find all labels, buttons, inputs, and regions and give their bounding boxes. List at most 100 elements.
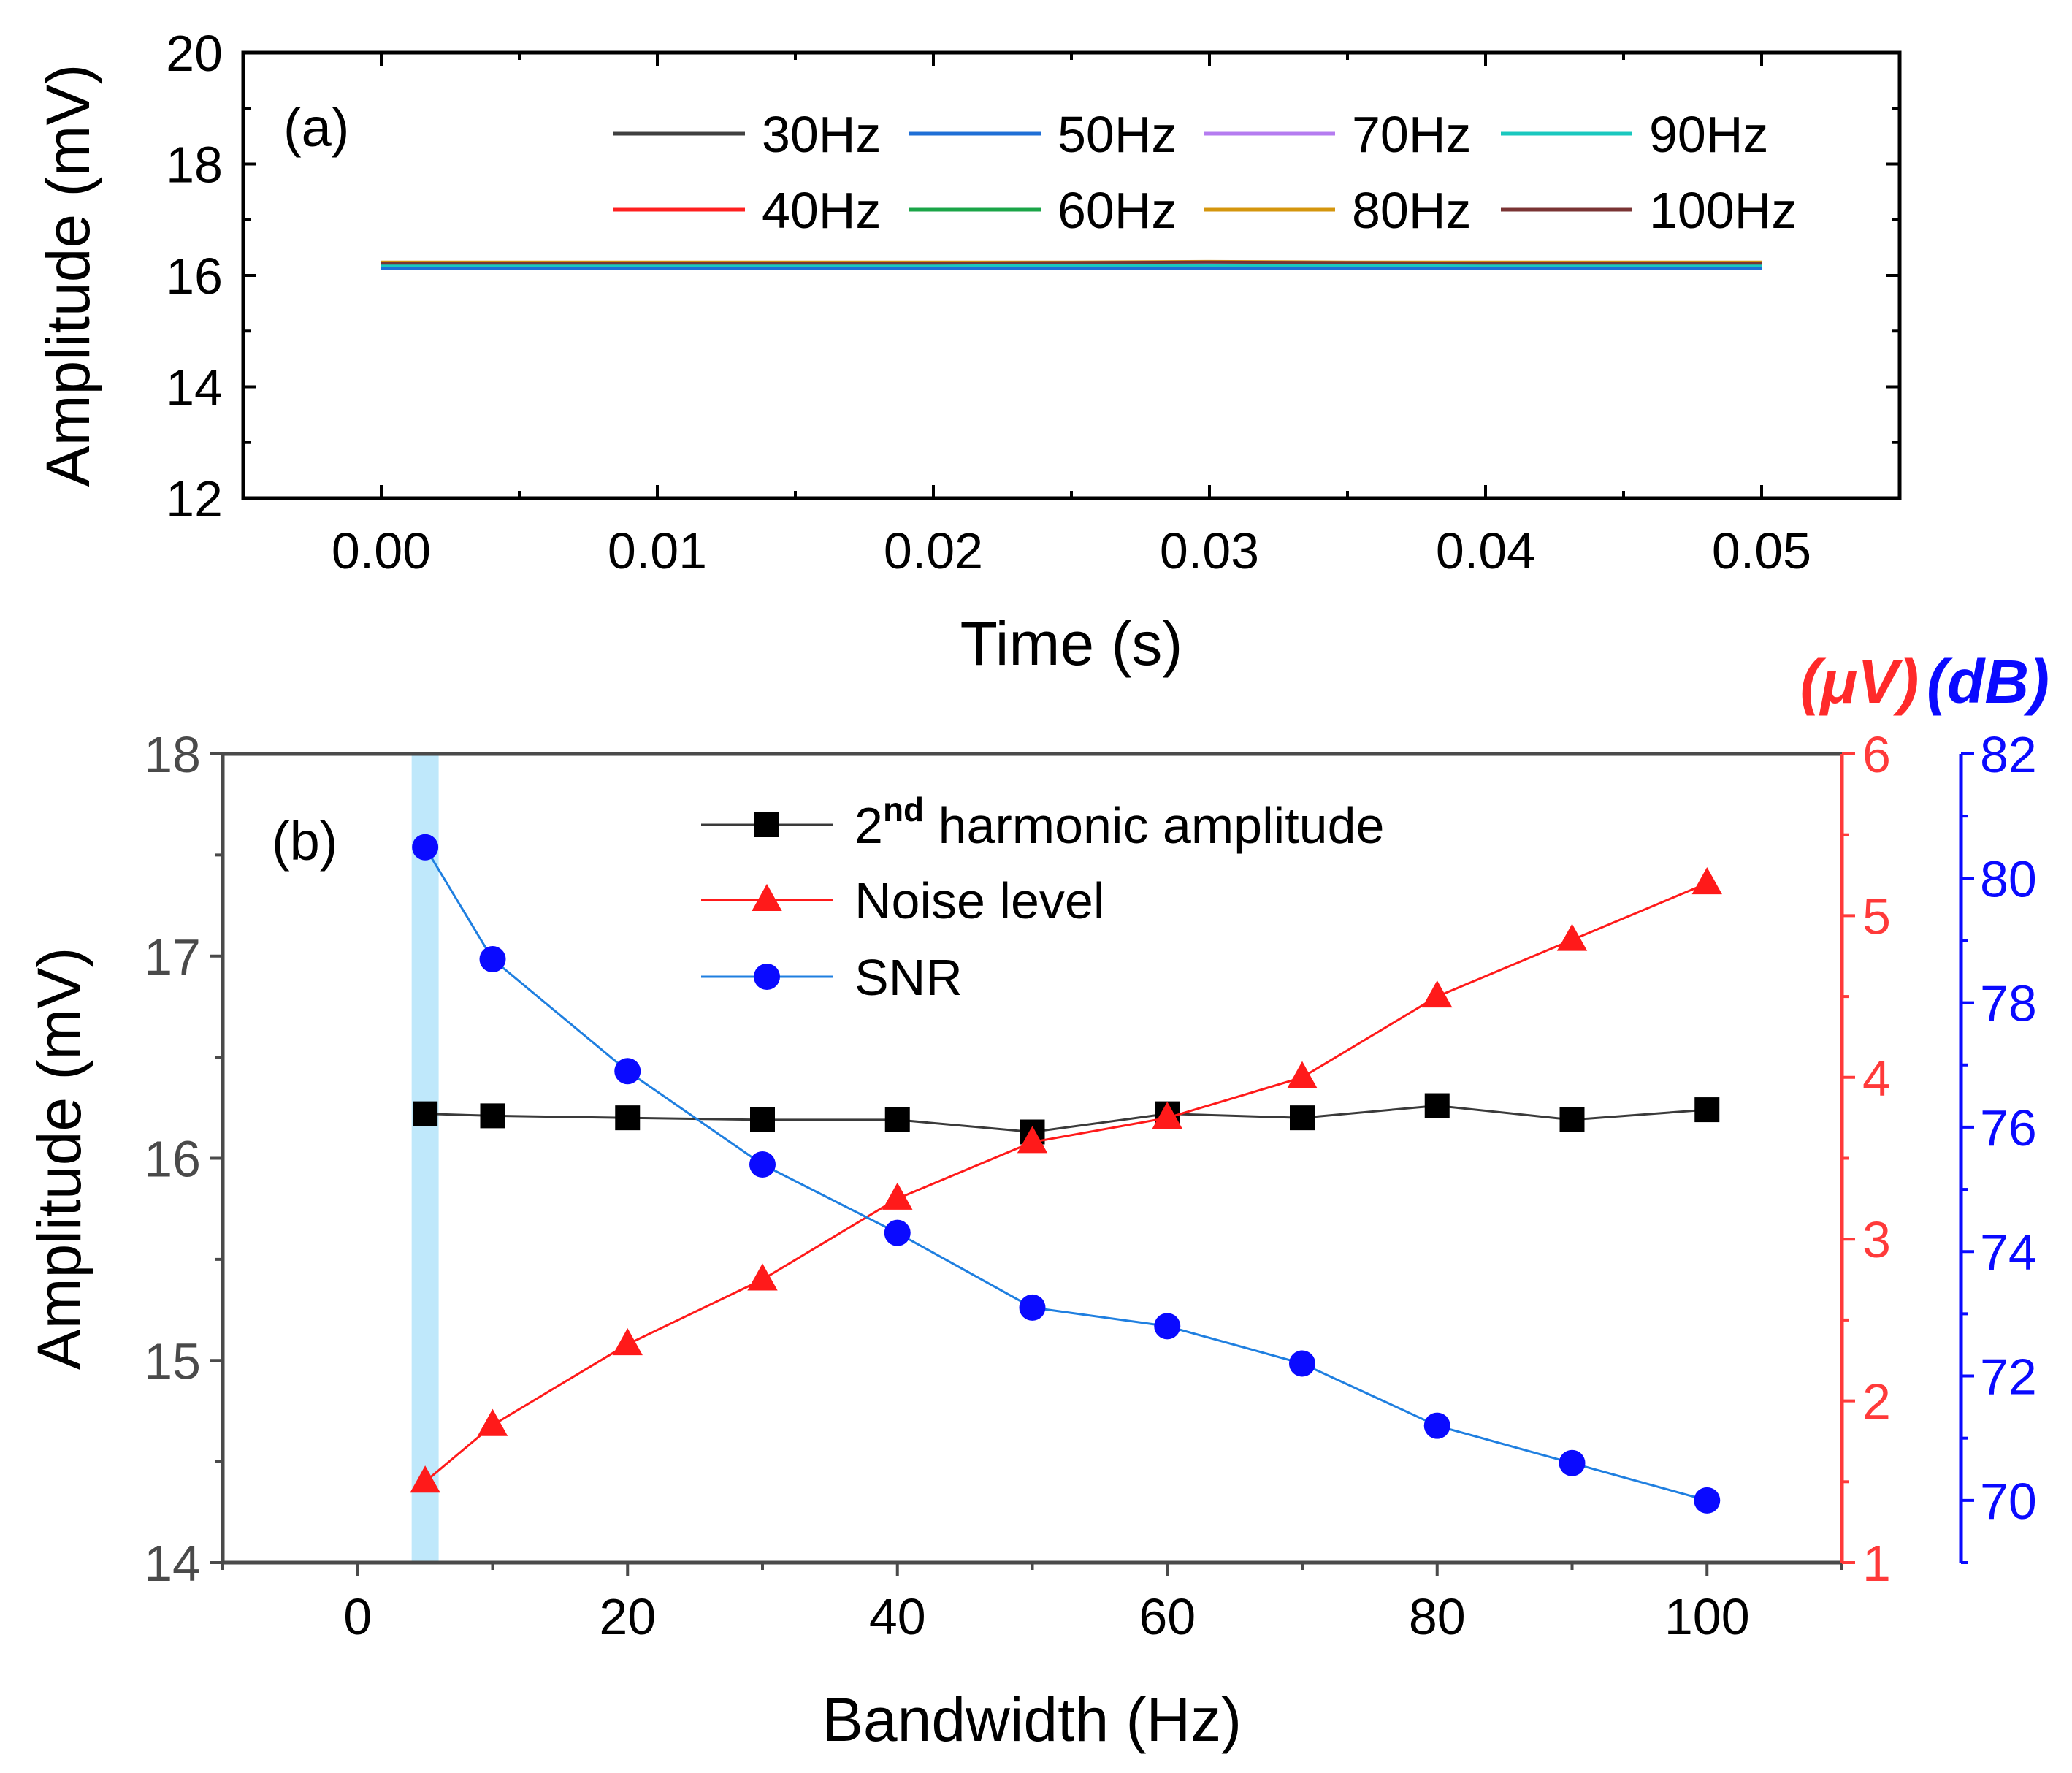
snr-axis-tick-label: 70 [1980, 1473, 2037, 1530]
snr-axis-tick-label: 82 [1980, 726, 2037, 783]
noise-axis-tick-label: 1 [1862, 1535, 1891, 1592]
data-point [884, 1107, 910, 1132]
x-tick-label: 100 [1664, 1588, 1750, 1645]
panel-b-y-axis-title: Amplitude (mV) [25, 947, 93, 1370]
x-tick-label: 40 [869, 1588, 926, 1645]
panel-a: 0.00 0.01 0.02 0.03 0.04 0.05 12 14 16 18 20 (a) 3… [34, 25, 1902, 678]
panel-a-ticks: 0.00 0.01 0.02 0.03 0.04 0.05 12 14 16 18 20 [166, 25, 1900, 579]
series-line [424, 846, 1708, 1502]
legend-label-70Hz: 70Hz [1352, 106, 1471, 163]
legend-label-80Hz: 80Hz [1352, 182, 1471, 239]
panel-b-x-axis-title: Bandwidth (Hz) [822, 1685, 1242, 1754]
legend-swatch-marker [754, 812, 779, 837]
legend-label: 2nd harmonic amplitude [855, 790, 1384, 854]
x-tick-label: 0.01 [608, 522, 707, 579]
data-point [480, 1103, 505, 1129]
data-point [1559, 1107, 1585, 1132]
data-point [1019, 1294, 1046, 1321]
data-point [747, 1263, 778, 1291]
data-point [1691, 866, 1722, 895]
data-point [614, 1058, 641, 1085]
x-tick-label: 80 [1409, 1588, 1466, 1645]
data-point [1423, 1412, 1450, 1439]
y-tick-label: 16 [166, 248, 223, 305]
noise-axis-unit: (μV) [1800, 647, 1919, 716]
x-tick-label: 20 [599, 1588, 656, 1645]
y-tick-label: 15 [144, 1332, 201, 1389]
snr-axis-tick-label: 78 [1980, 975, 2037, 1032]
y-tick-label: 14 [166, 359, 223, 416]
legend-label-60Hz: 60Hz [1058, 182, 1177, 239]
legend-label-40Hz: 40Hz [762, 182, 881, 239]
series-line-90Hz [381, 264, 1762, 267]
data-point [412, 834, 439, 861]
data-point [479, 946, 506, 973]
x-tick-label: 0.03 [1160, 522, 1259, 579]
x-tick-label: 0.05 [1712, 522, 1811, 579]
y-tick-label: 16 [144, 1131, 201, 1188]
series-Noise level [410, 866, 1722, 1493]
x-tick-label: 60 [1139, 1588, 1196, 1645]
data-point [410, 1465, 440, 1493]
panel-a-tag: (a) [283, 97, 349, 158]
data-point [615, 1105, 641, 1131]
legend-label-30Hz: 30Hz [762, 106, 881, 163]
panel-b-plot-area [410, 834, 1722, 1514]
panel-b-ticks: 0 20 40 60 80 100 14 15 16 17 18 1 2 3 4 5 6 70 72 74 76 78 80… [144, 726, 2037, 1645]
x-tick-label: 0.00 [332, 522, 431, 579]
panel-b-legend: 2nd harmonic amplitude Noise level SNR [701, 790, 1384, 1006]
data-point [749, 1151, 776, 1178]
data-point [750, 1107, 775, 1132]
legend-label-100Hz: 100Hz [1649, 182, 1797, 239]
series-line-100Hz [381, 260, 1762, 265]
snr-axis-tick-label: 76 [1980, 1099, 2037, 1156]
panel-a-x-axis-title: Time (s) [960, 609, 1183, 678]
noise-axis-tick-label: 6 [1862, 726, 1891, 783]
legend-label: SNR [855, 949, 963, 1006]
noise-axis-tick-label: 5 [1862, 888, 1891, 945]
x-tick-label: 0.04 [1436, 522, 1535, 579]
data-point [882, 1182, 913, 1210]
x-tick-label: 0.02 [884, 522, 983, 579]
panel-a-plot-area [381, 259, 1762, 270]
data-point [1694, 1487, 1721, 1514]
y-tick-label: 14 [144, 1535, 201, 1592]
data-point [1290, 1105, 1315, 1131]
snr-axis-tick-label: 80 [1980, 850, 2037, 907]
legend-label-50Hz: 50Hz [1058, 106, 1177, 163]
data-point [1287, 1061, 1318, 1088]
legend-label-90Hz: 90Hz [1649, 106, 1768, 163]
panel-b-tag: (b) [272, 811, 337, 872]
snr-axis-unit: (dB) [1927, 647, 2049, 716]
panel-a-legend: 30Hz 40Hz 50Hz 60Hz 70Hz 80Hz 90Hz 100Hz [613, 106, 1797, 239]
y-tick-label: 17 [144, 929, 201, 985]
legend-label-rest: harmonic amplitude [924, 797, 1384, 854]
legend-swatch-marker [754, 964, 780, 990]
data-point [1152, 1102, 1182, 1129]
snr-axis-tick-label: 74 [1980, 1224, 2037, 1281]
data-point [1559, 1449, 1586, 1476]
data-point [612, 1327, 643, 1356]
legend-label-superscript: nd [883, 790, 924, 828]
data-point [1017, 1126, 1048, 1154]
data-point [1424, 1093, 1450, 1118]
noise-axis-tick-label: 2 [1862, 1373, 1891, 1430]
series-line [424, 882, 1708, 1483]
noise-axis-tick-label: 3 [1862, 1211, 1891, 1268]
panel-b: 0 20 40 60 80 100 14 15 16 17 18 1 2 3 4 5 6 70 72 74 76 78 80… [25, 647, 2049, 1754]
data-point [413, 1101, 438, 1126]
x-tick-label: 0 [343, 1588, 372, 1645]
data-point [884, 1219, 911, 1246]
data-point [477, 1408, 508, 1436]
bandwidth-highlight-band [411, 754, 439, 1563]
noise-axis-tick-label: 4 [1862, 1050, 1891, 1107]
y-tick-label: 18 [144, 726, 201, 783]
data-point [1556, 923, 1588, 951]
legend-label-main: 2 [855, 797, 883, 854]
panel-a-y-axis-title: Amplitude (mV) [34, 64, 102, 487]
data-point [1694, 1097, 1720, 1123]
legend-swatch-marker [752, 883, 782, 911]
y-tick-label: 12 [166, 470, 223, 527]
